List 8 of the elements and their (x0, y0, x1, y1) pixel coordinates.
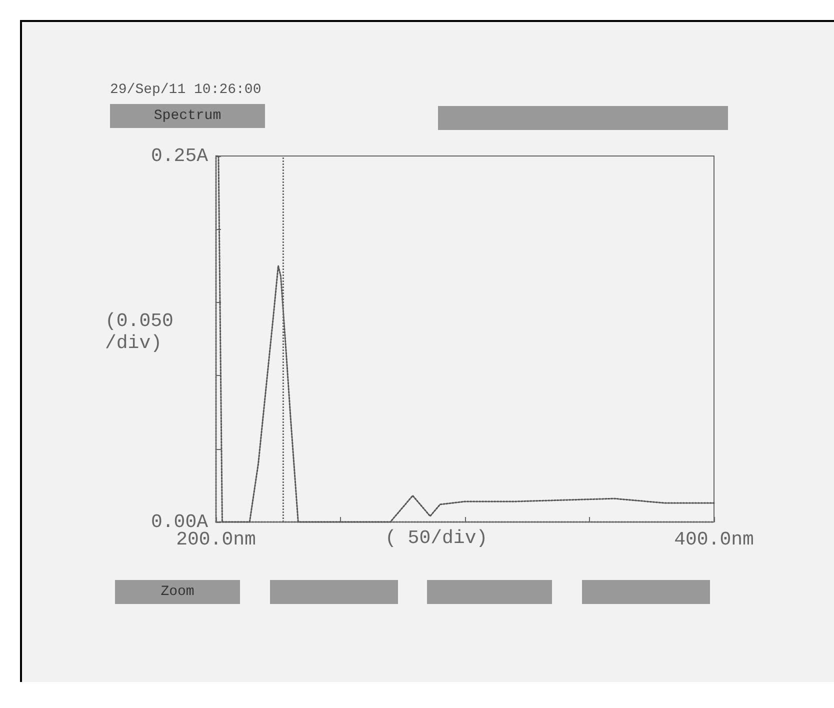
text: Spectrum (110, 104, 265, 128)
text: Zoom (115, 580, 240, 604)
text: 29/Sep/11 10:26:00 (110, 82, 262, 98)
x-axis-title: ( 50/div) (385, 527, 488, 549)
y-axis-title: (0.050 /div) (105, 310, 174, 354)
line-series (215, 155, 715, 523)
x-tick-label: 400.0nm (674, 528, 754, 550)
y-tick-label: 0.25A (150, 145, 209, 167)
